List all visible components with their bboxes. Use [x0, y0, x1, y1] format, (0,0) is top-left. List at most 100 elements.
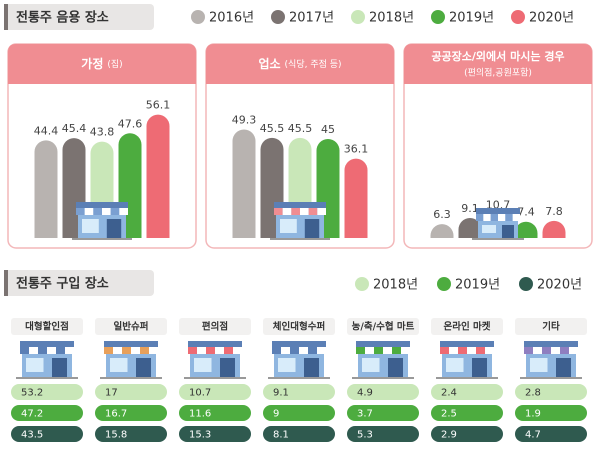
- panel-title: 공공장소/외에서 마시는 경우: [431, 49, 564, 63]
- section-title-box: [4, 270, 154, 296]
- store-window: [110, 358, 128, 372]
- store-icon: [472, 208, 524, 240]
- store-awning: [38, 347, 47, 354]
- value-pill: [11, 426, 83, 442]
- value-pill: [347, 384, 419, 400]
- store-awning: [569, 347, 578, 354]
- store-roof: [272, 341, 326, 347]
- store-awning: [188, 347, 197, 354]
- store-icon: [16, 341, 78, 379]
- store-awning: [498, 214, 506, 221]
- value-label: 8.1: [273, 430, 289, 441]
- category-box: [431, 318, 503, 335]
- store-door: [388, 358, 403, 377]
- store-ground: [472, 238, 524, 240]
- store-awning: [483, 214, 491, 221]
- panel-subtitle: (식당, 주점 등): [285, 58, 342, 70]
- store-door: [472, 358, 487, 377]
- value-label: 17: [105, 388, 118, 399]
- category-label: 기타: [542, 321, 560, 333]
- value-pill: [431, 405, 503, 421]
- value-label: 2.5: [441, 409, 457, 420]
- store-awning: [290, 347, 299, 354]
- store-awning: [317, 347, 326, 354]
- store-window: [82, 219, 99, 233]
- value-label: 16.7: [105, 409, 127, 420]
- value-label: 49.3: [232, 114, 257, 127]
- store-roof: [476, 208, 520, 214]
- value-label: 11.6: [189, 409, 211, 420]
- store-icon: [184, 341, 246, 379]
- panel-header: [206, 44, 394, 84]
- value-pill: [263, 405, 335, 421]
- panel-subtitle: (집): [107, 58, 122, 70]
- store-awning: [224, 347, 233, 354]
- legend-label: 2018년: [369, 11, 414, 26]
- store-awning: [47, 347, 56, 354]
- value-label: 1.9: [525, 409, 541, 420]
- bar: [146, 114, 170, 238]
- store-roof: [274, 202, 326, 208]
- value-pill: [263, 384, 335, 400]
- store-door: [502, 225, 514, 238]
- value-pill: [515, 405, 587, 421]
- store-roof: [76, 202, 128, 208]
- store-ground: [184, 377, 246, 379]
- legend-label: 2017년: [289, 11, 334, 26]
- store-awning: [524, 347, 533, 354]
- store-icon: [520, 341, 582, 379]
- category-box: [515, 318, 587, 335]
- store-awning: [317, 208, 326, 215]
- store-awning: [458, 347, 467, 354]
- value-label: 2.4: [441, 388, 457, 399]
- store-awning: [93, 208, 102, 215]
- value-label: 43.5: [21, 430, 43, 441]
- store-door: [106, 219, 122, 238]
- category-label: 농/축/수협 마트: [352, 321, 415, 333]
- value-pill: [95, 384, 167, 400]
- value-label: 44.4: [34, 124, 59, 137]
- value-label: 2.8: [525, 388, 541, 399]
- store-door: [52, 358, 67, 377]
- legend-swatch: [519, 277, 533, 291]
- legend-label: 2020년: [537, 278, 582, 293]
- store-awning: [365, 347, 374, 354]
- store-awning: [467, 347, 476, 354]
- category-label: 일반슈퍼: [114, 321, 149, 333]
- store-awning: [490, 214, 498, 221]
- value-label: 45: [321, 123, 335, 136]
- store-window: [446, 358, 464, 372]
- store-ground: [100, 377, 162, 379]
- store-roof: [188, 341, 242, 347]
- category-label: 편의점: [202, 321, 228, 333]
- value-label: 4.9: [357, 388, 373, 399]
- store-awning: [131, 347, 140, 354]
- value-label: 36.1: [344, 143, 369, 156]
- store-awning: [449, 347, 458, 354]
- section-title: 전통주 구입 장소: [16, 276, 109, 292]
- store-awning: [299, 347, 308, 354]
- store-awning: [272, 347, 281, 354]
- store-awning: [29, 347, 38, 354]
- store-awning: [119, 208, 128, 215]
- store-ground: [268, 377, 330, 379]
- store-window: [194, 358, 212, 372]
- store-ground: [520, 377, 582, 379]
- store-roof: [20, 341, 74, 347]
- store-ground: [436, 377, 498, 379]
- value-label: 7.8: [545, 205, 563, 218]
- value-pill: [263, 426, 335, 442]
- section-title: 전통주 음용 장소: [16, 10, 109, 26]
- panel-header: [8, 44, 196, 84]
- value-label: 43.8: [90, 126, 115, 139]
- store-awning: [374, 347, 383, 354]
- store-icon: [100, 341, 162, 379]
- store-awning: [104, 347, 113, 354]
- legend-label: 2020년: [529, 11, 574, 26]
- store-icon: [436, 341, 498, 379]
- store-awning: [383, 347, 392, 354]
- store-ground: [352, 377, 414, 379]
- store-awning: [440, 347, 449, 354]
